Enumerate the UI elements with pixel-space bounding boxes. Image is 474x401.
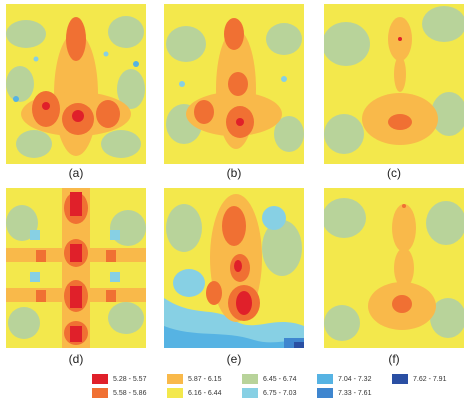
contour-map-a <box>6 4 146 164</box>
legend-item: 6.45 - 6.74 <box>242 374 296 384</box>
legend-swatch <box>242 388 258 398</box>
legend-item: 7.04 - 7.32 <box>317 374 371 384</box>
panel-label-e: (e) <box>226 352 242 366</box>
legend-label: 6.45 - 6.74 <box>263 375 297 383</box>
legend-swatch <box>317 388 333 398</box>
contour-plot-d <box>6 188 146 348</box>
panel-label-a: (a) <box>68 166 84 180</box>
legend-label: 7.62 - 7.91 <box>413 375 447 383</box>
legend-item: 6.16 - 6.44 <box>167 388 221 398</box>
panel-label-d: (d) <box>68 352 84 366</box>
legend-label: 5.58 - 5.86 <box>113 389 147 397</box>
legend-label: 5.87 - 6.15 <box>188 375 222 383</box>
contour-map-e <box>164 188 304 348</box>
color-legend: 5.28 - 5.57 5.58 - 5.86 5.87 - 6.15 6.16… <box>92 374 462 398</box>
panel-label-f: (f) <box>388 352 400 366</box>
legend-item: 7.33 - 7.61 <box>317 388 371 398</box>
panel-label-c: (c) <box>387 166 401 180</box>
legend-swatch <box>317 374 333 384</box>
legend-item: 7.62 - 7.91 <box>392 374 446 384</box>
contour-map-f <box>324 188 464 348</box>
legend-swatch <box>92 388 108 398</box>
legend-swatch <box>242 374 258 384</box>
legend-swatch <box>167 388 183 398</box>
legend-swatch <box>167 374 183 384</box>
contour-plot-e <box>164 188 304 348</box>
contour-plot-b <box>164 4 304 164</box>
legend-item: 5.58 - 5.86 <box>92 388 146 398</box>
contour-map-c <box>324 4 464 164</box>
legend-label: 6.75 - 7.03 <box>263 389 297 397</box>
contour-plot-c <box>324 4 464 164</box>
legend-label: 6.16 - 6.44 <box>188 389 222 397</box>
legend-swatch <box>392 374 408 384</box>
legend-label: 5.28 - 5.57 <box>113 375 147 383</box>
panel-label-b: (b) <box>226 166 242 180</box>
legend-label: 7.33 - 7.61 <box>338 389 372 397</box>
legend-label: 7.04 - 7.32 <box>338 375 372 383</box>
contour-map-d <box>6 188 146 348</box>
contour-plot-a <box>6 4 146 164</box>
legend-item: 6.75 - 7.03 <box>242 388 296 398</box>
contour-map-b <box>164 4 304 164</box>
legend-item: 5.87 - 6.15 <box>167 374 221 384</box>
legend-item: 5.28 - 5.57 <box>92 374 146 384</box>
legend-swatch <box>92 374 108 384</box>
contour-plot-f <box>324 188 464 348</box>
